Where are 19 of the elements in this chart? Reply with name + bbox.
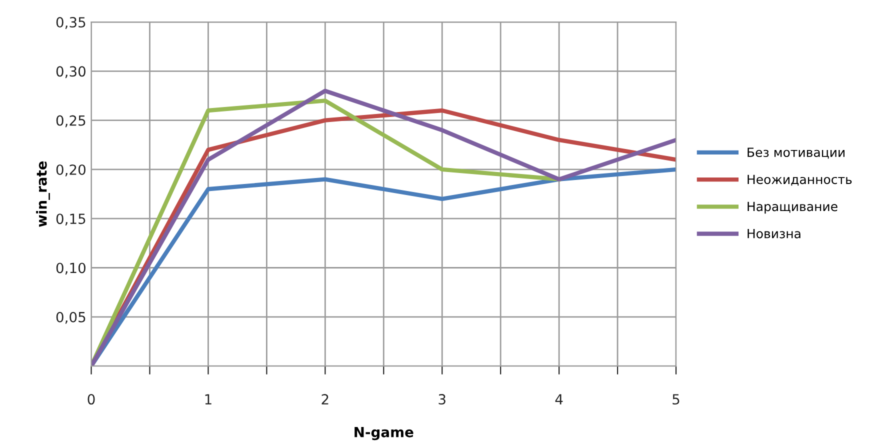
y-tick-label: 0,15 <box>56 214 86 226</box>
y-tick-label: 0,10 <box>56 262 86 275</box>
legend-label: Без мотивации <box>748 148 844 159</box>
y-tick-label: 0,35 <box>56 17 86 29</box>
y-tick-label: 0,25 <box>56 115 86 128</box>
x-tick-label: 4 <box>555 394 563 404</box>
y-tick-label: 0,05 <box>56 312 86 324</box>
x-tick-label: 3 <box>438 394 446 405</box>
y-axis-title: win_rate <box>36 161 50 227</box>
y-tick-label: 0,30 <box>56 66 86 78</box>
legend-label: Неожиданность <box>748 174 852 186</box>
legend-label: Наращивание <box>748 202 838 214</box>
x-tick-label: 0 <box>88 394 95 405</box>
x-tick-label: 1 <box>205 394 212 404</box>
legend-label: Новизна <box>748 229 800 238</box>
x-tick-label: 5 <box>672 394 680 405</box>
x-axis-title: N-game <box>354 427 414 440</box>
x-tick-label: 2 <box>322 394 328 404</box>
y-tick-label: 0,20 <box>56 164 86 176</box>
